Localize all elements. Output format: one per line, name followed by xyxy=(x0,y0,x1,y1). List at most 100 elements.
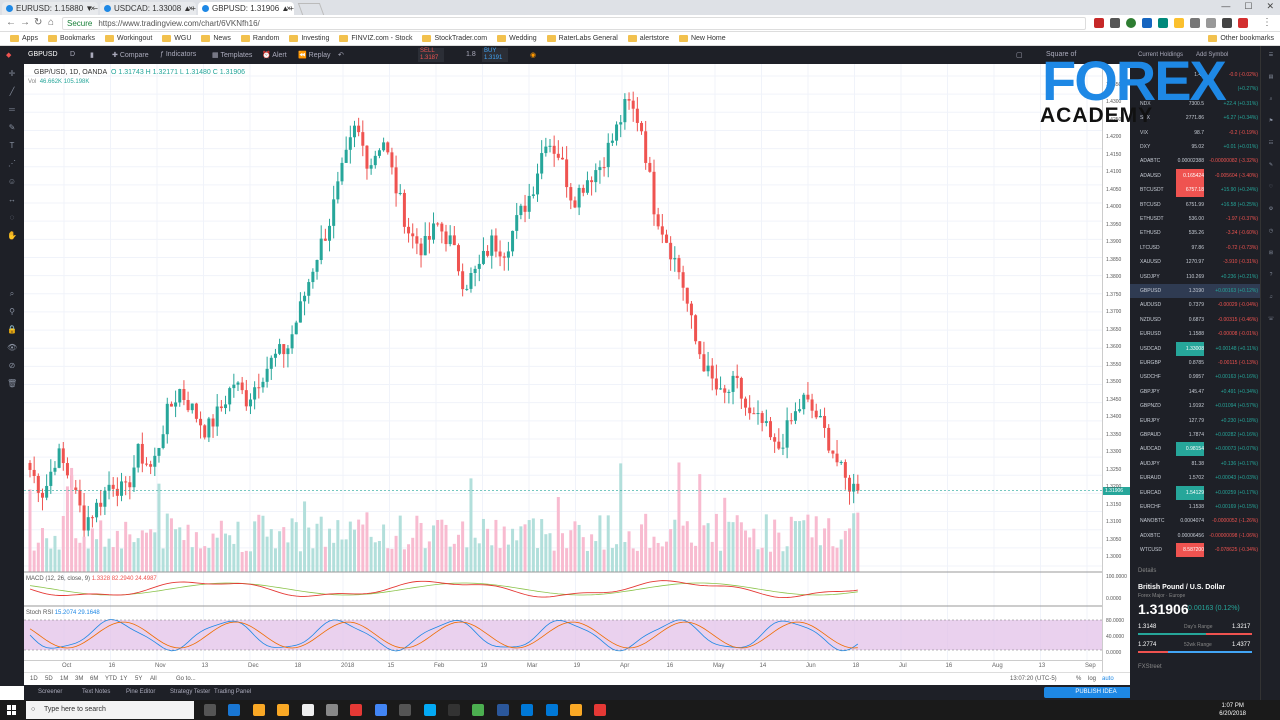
sidebar-tool-icon[interactable]: ? xyxy=(1269,272,1273,278)
sidebar-tool-icon[interactable]: ▤ xyxy=(1268,74,1274,80)
watchlist-row[interactable]: EURJPY 127.79 +0.230 (+0.18%) xyxy=(1130,414,1260,428)
extension-icon[interactable] xyxy=(1142,18,1152,28)
sidebar-tool-icon[interactable]: ☰ xyxy=(1268,52,1274,58)
extension-icon[interactable] xyxy=(1094,18,1104,28)
current-holdings-label[interactable]: Current Holdings xyxy=(1138,52,1184,58)
watchlist-row[interactable]: BTCUSDT 6757.18 +15.90 (+0.24%) xyxy=(1130,183,1260,198)
taskbar-app-icon[interactable] xyxy=(423,704,436,716)
watchlist-row[interactable]: ETHUSDT 536.00 -1.97 (-0.37%) xyxy=(1130,212,1260,226)
log-toggle[interactable]: log xyxy=(1088,676,1097,682)
watchlist-row[interactable]: VIX 98.7 -0.2 (-0.19%) xyxy=(1130,126,1260,140)
watchlist-row[interactable]: GBPAUD 1.7874 +0.00282 (+0.16%) xyxy=(1130,428,1260,442)
close-window-icon[interactable]: ✕ xyxy=(1266,1,1274,11)
taskbar-app-icon[interactable] xyxy=(350,704,363,716)
extension-icon[interactable] xyxy=(1174,18,1184,28)
extension-icon[interactable] xyxy=(1222,18,1232,28)
drawing-tool-icon[interactable]: ⚲ xyxy=(9,307,15,316)
tab-close-icon[interactable]: × xyxy=(188,4,193,13)
taskbar-app-icon[interactable] xyxy=(545,704,558,716)
bottom-panel-tab[interactable]: Pine Editor xyxy=(126,689,156,695)
drawing-tool-icon[interactable]: ✎ xyxy=(8,123,16,132)
drawing-tool-icon[interactable]: ◌ xyxy=(9,213,15,222)
sidebar-tool-icon[interactable]: ◷ xyxy=(1268,228,1274,234)
watchlist-row[interactable]: ETHUSD 535.26 -3.24 (-0.60%) xyxy=(1130,226,1260,240)
watchlist-row[interactable]: (+0.27%) xyxy=(1130,82,1260,96)
alert-button[interactable]: ⏰ Alert xyxy=(262,52,287,59)
bookmark-item[interactable]: Wedding xyxy=(497,35,537,42)
watchlist-row[interactable]: EURGBP 0.8785 -0.00115 (-0.13%) xyxy=(1130,356,1260,370)
tab-close-icon[interactable]: × xyxy=(286,4,291,13)
watchlist-row[interactable]: AUDJPY 81.38 +0.136 (+0.17%) xyxy=(1130,457,1260,471)
browser-tab[interactable]: EURUSD: 1.15880 ▼−0.01× xyxy=(2,2,98,15)
bookmark-item[interactable]: Bookmarks xyxy=(47,35,95,42)
drawing-tool-icon[interactable]: ⌕ xyxy=(9,289,15,298)
watchlist-row[interactable]: NANOBTC 0.0004074 -0.0000052 (-1.26%) xyxy=(1130,514,1260,528)
drawing-tool-icon[interactable]: ⋰ xyxy=(8,159,16,168)
undo-icon[interactable]: ↶ xyxy=(338,52,344,59)
watchlist-row[interactable]: EURAUD 1.5702 +0.00043 (+0.03%) xyxy=(1130,471,1260,485)
sidebar-tool-icon[interactable]: ✎ xyxy=(1268,162,1274,168)
range-button[interactable]: 3M xyxy=(75,676,84,682)
taskbar-app-icon[interactable] xyxy=(204,704,216,716)
back-icon[interactable]: ← xyxy=(6,17,16,28)
watchlist-row[interactable]: USDJPY 110.269 +0.236 (+0.21%) xyxy=(1130,270,1260,284)
browser-tab[interactable]: USDCAD: 1.33008 ▲+0.1× xyxy=(100,2,196,15)
drawing-tool-icon[interactable]: ↔ xyxy=(8,195,16,204)
tv-logo-icon[interactable]: ◆ xyxy=(6,52,12,59)
sidebar-tool-icon[interactable]: ⚙ xyxy=(1268,206,1274,212)
extension-icon[interactable] xyxy=(1158,18,1168,28)
drawing-tool-icon[interactable]: 🔒 xyxy=(7,325,17,334)
templates-button[interactable]: ▦ Templates xyxy=(212,52,253,59)
new-tab-button[interactable] xyxy=(297,3,325,15)
extension-icon[interactable] xyxy=(1206,18,1216,28)
drawing-tool-icon[interactable]: ╱ xyxy=(9,87,15,96)
chart-area[interactable]: GBP/USD, 1D, OANDA O 1.31743 H 1.32171 L… xyxy=(24,64,1102,672)
bookmark-item[interactable]: Apps xyxy=(10,35,38,42)
range-button[interactable]: 1D xyxy=(30,676,38,682)
fullscreen-icon[interactable]: ▢ xyxy=(1016,52,1023,59)
replay-button[interactable]: ⏪ Replay xyxy=(298,52,331,59)
menu-icon[interactable]: ⋮ xyxy=(1262,17,1272,28)
square-of-tool[interactable]: Square of xyxy=(1046,51,1077,58)
bookmark-item[interactable]: FINVIZ.com - Stock xyxy=(339,35,412,42)
bookmark-item[interactable]: Random xyxy=(240,35,279,42)
drawing-tool-icon[interactable]: T xyxy=(9,141,15,150)
watchlist-row[interactable]: NDX 7300.5 +22.4 (+0.31%) xyxy=(1130,97,1260,111)
bookmark-item[interactable]: StockTrader.com xyxy=(422,35,487,42)
taskbar-app-icon[interactable] xyxy=(472,704,485,716)
range-button[interactable]: All xyxy=(150,676,157,682)
watchlist-row[interactable]: GBPUSD 1.3190 +0.00163 (+0.12%) xyxy=(1130,284,1260,298)
publish-idea-button[interactable]: PUBLISH IDEA xyxy=(1044,687,1148,698)
indicators-button[interactable]: ƒ Indicators xyxy=(160,51,197,58)
drawing-tool-icon[interactable]: ⊘ xyxy=(8,361,16,370)
home-icon[interactable]: ⌂ xyxy=(48,17,55,28)
sidebar-tool-icon[interactable]: ☷ xyxy=(1268,140,1274,146)
taskbar-search-input[interactable]: ○ Type here to search xyxy=(26,701,194,719)
bookmark-item[interactable]: Investing xyxy=(289,35,329,42)
watchlist-row[interactable]: EURUSD 1.1588 -0.00008 (-0.01%) xyxy=(1130,327,1260,341)
auto-toggle[interactable]: auto xyxy=(1102,676,1114,682)
taskbar-app-icon[interactable] xyxy=(252,704,265,716)
bookmark-item[interactable]: alertstore xyxy=(627,35,669,42)
bookmark-item[interactable]: Workingout xyxy=(104,35,152,42)
watchlist-row[interactable]: ADXBTC 0.00006456 -0.00000098 (-1.06%) xyxy=(1130,529,1260,543)
range-button[interactable]: 6M xyxy=(90,676,99,682)
watchlist-row[interactable]: USDCHF 0.9957 +0.00163 (+0.16%) xyxy=(1130,370,1260,384)
bookmark-item[interactable]: New Home xyxy=(678,35,726,42)
bookmark-item[interactable]: RaterLabs General xyxy=(546,35,618,42)
range-button[interactable]: YTD xyxy=(105,676,117,682)
add-symbol-button[interactable]: Add Symbol xyxy=(1196,52,1229,58)
interval-button[interactable]: D xyxy=(70,51,76,58)
tab-close-icon[interactable]: × xyxy=(90,4,95,13)
sell-button[interactable]: SELL 1.3187 xyxy=(418,48,444,62)
taskbar-app-icon[interactable] xyxy=(448,704,460,716)
price-scale[interactable]: 1.31906 1.4350 1.4300 1.4250 1.4200 1.4150 1.… xyxy=(1102,64,1131,672)
minimize-icon[interactable]: — xyxy=(1221,1,1231,11)
range-button[interactable]: 5D xyxy=(45,676,53,682)
taskbar-app-icon[interactable] xyxy=(326,704,338,716)
watchlist-row[interactable]: AUDUSD 0.7379 -0.00029 (-0.04%) xyxy=(1130,298,1260,312)
watchlist-row[interactable]: AUDCAD 0.98154 +0.00073 (+0.07%) xyxy=(1130,442,1260,457)
watchlist-row[interactable]: WTCUSD 8.587200 -0.078625 (-0.34%) xyxy=(1130,543,1260,558)
drawing-tool-icon[interactable]: ═ xyxy=(9,105,15,114)
range-button[interactable]: 5Y xyxy=(135,676,143,682)
